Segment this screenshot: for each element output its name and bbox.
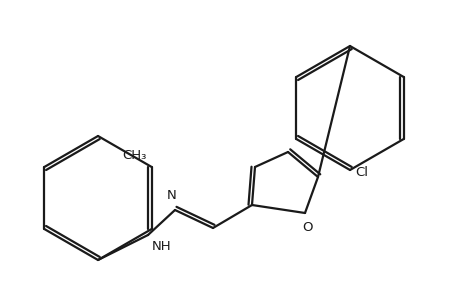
- Text: CH₃: CH₃: [122, 149, 146, 162]
- Text: Cl: Cl: [354, 166, 367, 178]
- Text: O: O: [302, 221, 313, 234]
- Text: N: N: [167, 189, 177, 202]
- Text: NH: NH: [151, 240, 171, 253]
